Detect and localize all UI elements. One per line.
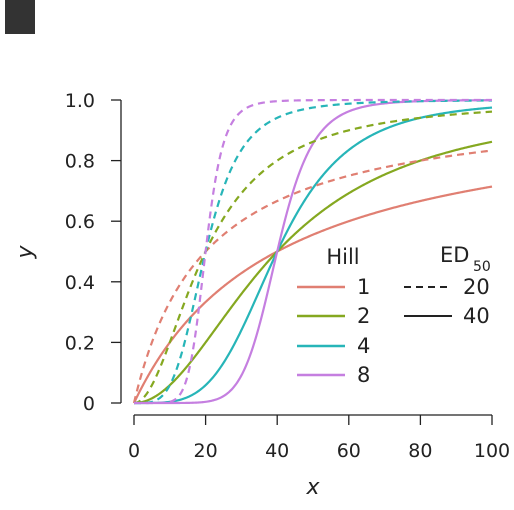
legend-hill-title: Hill [326, 245, 359, 269]
legend-hill-label: 4 [357, 334, 370, 358]
x-tick-label: 40 [265, 440, 289, 462]
curve-hill-4-ed50-40 [133, 106, 493, 405]
y-tick-label: 1.0 [65, 90, 95, 112]
y-tick-label: 0.4 [65, 272, 95, 294]
axes: 0 0.2 0.4 0.6 0.8 1.0 0 20 40 60 80 100 x y [13, 90, 510, 500]
y-tick-label: 0.2 [65, 332, 95, 354]
curve-hill-2-ed50-40 [133, 140, 493, 405]
curve-hill-4-ed50-20 [133, 99, 493, 405]
y-axis-title: y [13, 245, 38, 260]
y-tick-label: 0 [83, 393, 95, 415]
x-tick-label: 20 [194, 440, 218, 462]
x-tick-label: 0 [128, 440, 140, 462]
x-tick-label: 100 [474, 440, 510, 462]
y-tick-label: 0.6 [65, 211, 95, 233]
legend-hill-label: 2 [357, 304, 370, 328]
legend-ed50-label: 20 [463, 275, 490, 299]
curve-hill-1-ed50-40 [133, 185, 493, 404]
legend-hill-label: 1 [357, 275, 370, 299]
legend-hill-label: 8 [357, 363, 370, 387]
x-tick-label: 60 [337, 440, 361, 462]
legend-ed50-label: 40 [463, 304, 490, 328]
curve-hill-8-ed50-20 [133, 98, 493, 405]
corner-block [5, 0, 35, 34]
curve-hill-2-ed50-20 [133, 110, 493, 405]
x-axis-title: x [305, 475, 320, 500]
curve-hill-8-ed50-40 [133, 99, 493, 405]
legend-ed50-subscript: 50 [473, 259, 491, 275]
x-tick-label: 80 [408, 440, 432, 462]
curves [132, 98, 493, 405]
legend-ed50-title: ED [440, 243, 469, 267]
y-tick-label: 0.8 [65, 151, 95, 173]
